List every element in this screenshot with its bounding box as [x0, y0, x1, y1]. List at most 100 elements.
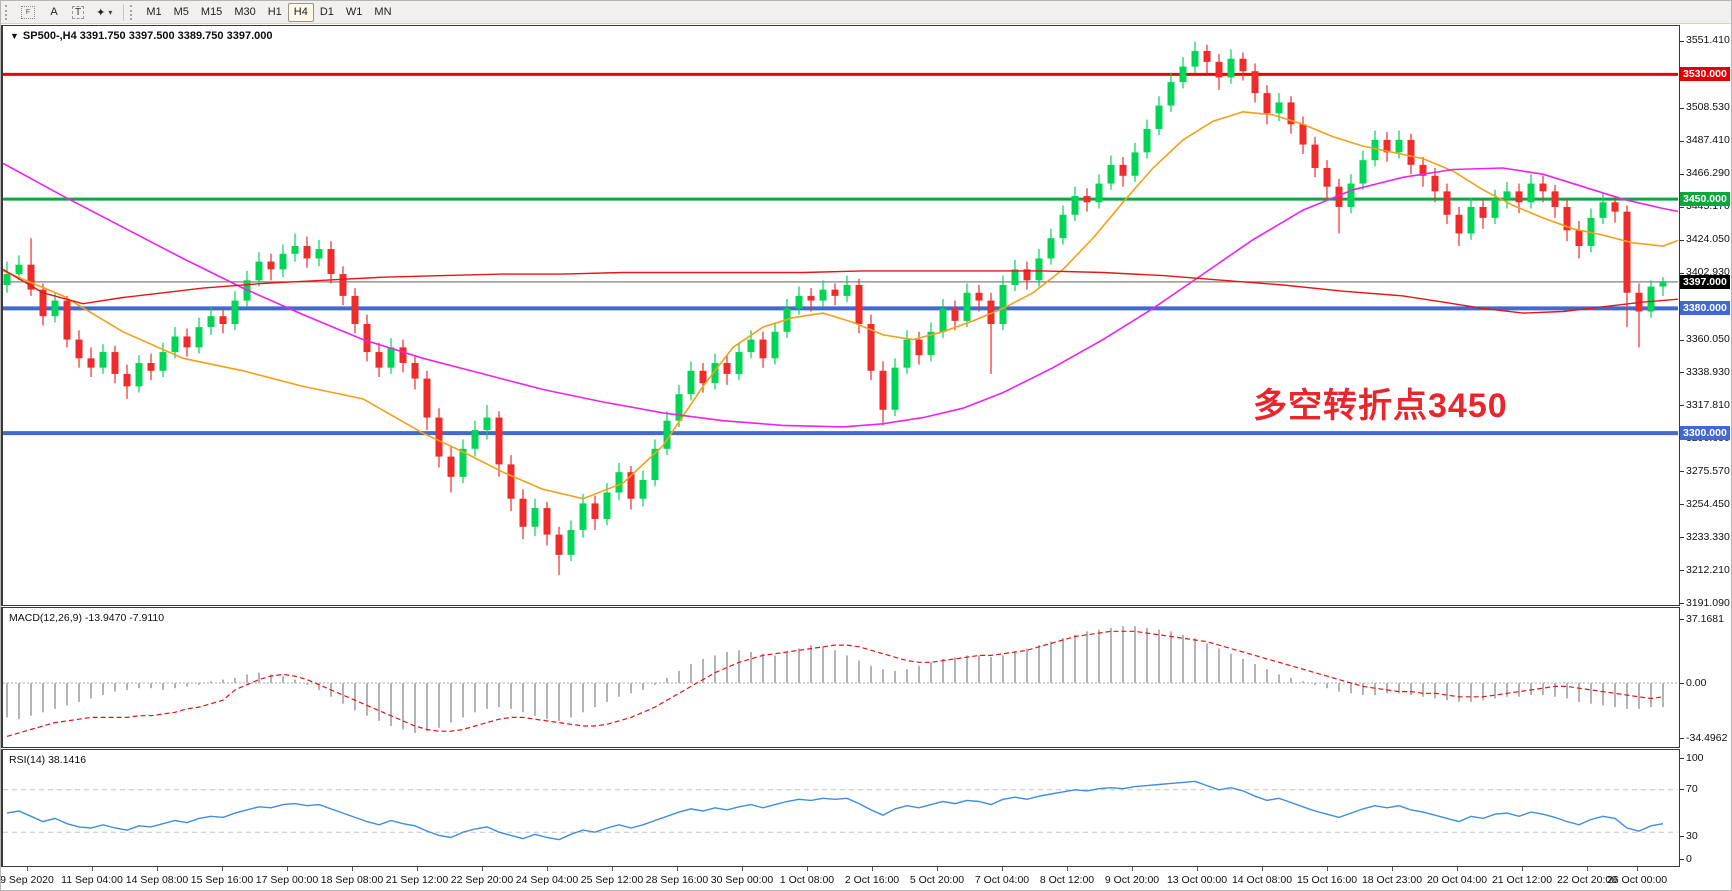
- macd-tick-label: 37.1681: [1686, 612, 1724, 625]
- price-tick-label: 3275.570: [1686, 464, 1730, 477]
- candle-body: [1095, 183, 1103, 203]
- macd-hist-bar: [198, 683, 200, 685]
- price-chart-canvas[interactable]: [3, 26, 1678, 604]
- candle-body: [1215, 61, 1223, 78]
- time-tick: [807, 867, 808, 871]
- timeframe-h1-button[interactable]: H1: [267, 6, 282, 18]
- timeframe-buttons-group: M1 M5 M15 M30 H1 H4 D1 W1 MN: [140, 2, 397, 22]
- toolbar-drag-handle[interactable]: [5, 4, 10, 20]
- rsi-label: RSI(14) 38.1416: [9, 754, 87, 766]
- macd-tick: [1680, 619, 1684, 620]
- macd-hist-bar: [414, 683, 416, 733]
- macd-hist-bar: [642, 683, 644, 690]
- price-tick: [1680, 206, 1684, 208]
- candle-body: [3, 274, 11, 285]
- price-tick: [1680, 239, 1684, 241]
- candle-body: [1395, 139, 1403, 153]
- candle-body: [495, 417, 503, 465]
- tool-grid-template-tool[interactable]: F: [15, 3, 42, 22]
- macd-canvas[interactable]: [3, 608, 1678, 747]
- timeframe-m30-button[interactable]: M30: [234, 6, 256, 18]
- macd-hist-bar: [942, 658, 944, 683]
- macd-hist-bar: [1074, 634, 1076, 683]
- candle-body: [963, 292, 971, 321]
- tool-objects-tool[interactable]: ✦ ▾: [90, 3, 118, 22]
- tool-text-box-tool[interactable]: T: [66, 3, 90, 22]
- timeframe-w1-button[interactable]: W1: [345, 6, 363, 18]
- time-tick-label: 18 Oct 23:00: [1361, 874, 1423, 886]
- time-tick-label: 24 Sep 04:00: [515, 874, 579, 886]
- timeframe-m1-button[interactable]: M1: [146, 6, 162, 18]
- candle-body: [1551, 191, 1559, 207]
- candle-body: [927, 331, 935, 356]
- macd-hist-bar: [126, 683, 128, 690]
- symbol-ohlc-text: SP500-,H4 3391.750 3397.500 3389.750 339…: [22, 30, 273, 42]
- price-tick: [1680, 570, 1684, 572]
- candle-body: [1515, 191, 1523, 203]
- candle-body: [1251, 71, 1259, 94]
- macd-hist-bar: [366, 683, 368, 716]
- time-tick-label: 7 Oct 04:00: [974, 874, 1030, 886]
- candle-body: [387, 347, 395, 368]
- time-tick: [1457, 867, 1458, 871]
- macd-axis[interactable]: 37.1681 0.00 -34.4962: [1680, 607, 1731, 748]
- macd-hist-bar: [1062, 638, 1064, 683]
- annotation-text[interactable]: 多空转折点3450: [1253, 387, 1508, 425]
- time-tick: [417, 867, 418, 871]
- objects-tool-icon: ✦: [96, 6, 106, 19]
- time-tick-label: 14 Oct 08:00: [1231, 874, 1293, 886]
- tool-text-annotation-tool[interactable]: A: [42, 3, 66, 22]
- macd-hist-bar: [1554, 683, 1556, 697]
- timeframe-m15-button[interactable]: M15: [200, 6, 223, 18]
- toolbar: F A T ✦ ▾ M1 M5 M15 M30 H1 H4 D1 W1 MN: [1, 1, 1731, 24]
- candle-body: [975, 292, 983, 301]
- symbol-header[interactable]: ▼ SP500-,H4 3391.750 3397.500 3389.750 33…: [10, 30, 272, 42]
- macd-hist-bar: [90, 683, 92, 699]
- macd-hist-bar: [882, 669, 884, 683]
- time-axis[interactable]: 9 Sep 2020 11 Sep 04:00 14 Sep 08:00 15 Sep…: [1, 867, 1680, 890]
- time-tick: [1587, 867, 1588, 871]
- rsi-canvas[interactable]: [3, 750, 1678, 866]
- candle-body: [795, 295, 803, 309]
- time-tick-label: 11 Sep 04:00: [61, 874, 123, 886]
- time-tick-label: 5 Oct 20:00: [909, 874, 965, 886]
- macd-hist-bar: [1230, 653, 1232, 683]
- candle-body: [471, 430, 479, 449]
- ma-fast-orange: [3, 110, 1678, 500]
- candle-body: [327, 249, 335, 275]
- timeframe-m5-button[interactable]: M5: [173, 6, 189, 18]
- macd-hist-bar: [54, 683, 56, 709]
- candle-body: [1431, 175, 1439, 192]
- dropdown-caret-icon: ▾: [108, 7, 113, 17]
- candle-body: [1035, 258, 1043, 281]
- timeframe-d1-button[interactable]: D1: [319, 6, 334, 18]
- candle-body: [999, 284, 1007, 324]
- candle-body: [39, 289, 47, 317]
- macd-hist-bar: [1590, 683, 1592, 704]
- time-tick: [1262, 867, 1263, 871]
- macd-hist-bar: [678, 670, 680, 683]
- rsi-axis[interactable]: 100 70 30 0: [1680, 749, 1731, 867]
- macd-hist-bar: [1482, 683, 1484, 701]
- time-tick: [612, 867, 613, 871]
- time-tick: [1197, 867, 1198, 871]
- timeframe-h4-button[interactable]: H4: [287, 2, 314, 22]
- collapse-triangle-icon[interactable]: ▼: [10, 31, 19, 41]
- toolbar-drag-handle-2[interactable]: [130, 4, 135, 20]
- macd-hist-bar: [774, 655, 776, 683]
- macd-hist-bar: [1494, 683, 1496, 699]
- price-tick-label: 3338.930: [1686, 365, 1730, 378]
- macd-hist-bar: [222, 679, 224, 683]
- macd-hist-bar: [1146, 627, 1148, 683]
- candle-body: [183, 336, 191, 348]
- price-tick-label: 3317.810: [1686, 398, 1730, 411]
- macd-hist-bar: [1326, 683, 1328, 689]
- timeframe-mn-button[interactable]: MN: [374, 6, 392, 18]
- ma-slow-red: [3, 268, 1678, 314]
- macd-hist-bar: [606, 683, 608, 702]
- price-axis[interactable]: 3551.410 3508.530 3487.410 3466.290 3445.170…: [1680, 25, 1731, 609]
- macd-hist-bar: [1386, 683, 1388, 694]
- macd-hist-bar: [990, 657, 992, 683]
- candle-body: [75, 339, 83, 359]
- candle-body: [399, 347, 407, 363]
